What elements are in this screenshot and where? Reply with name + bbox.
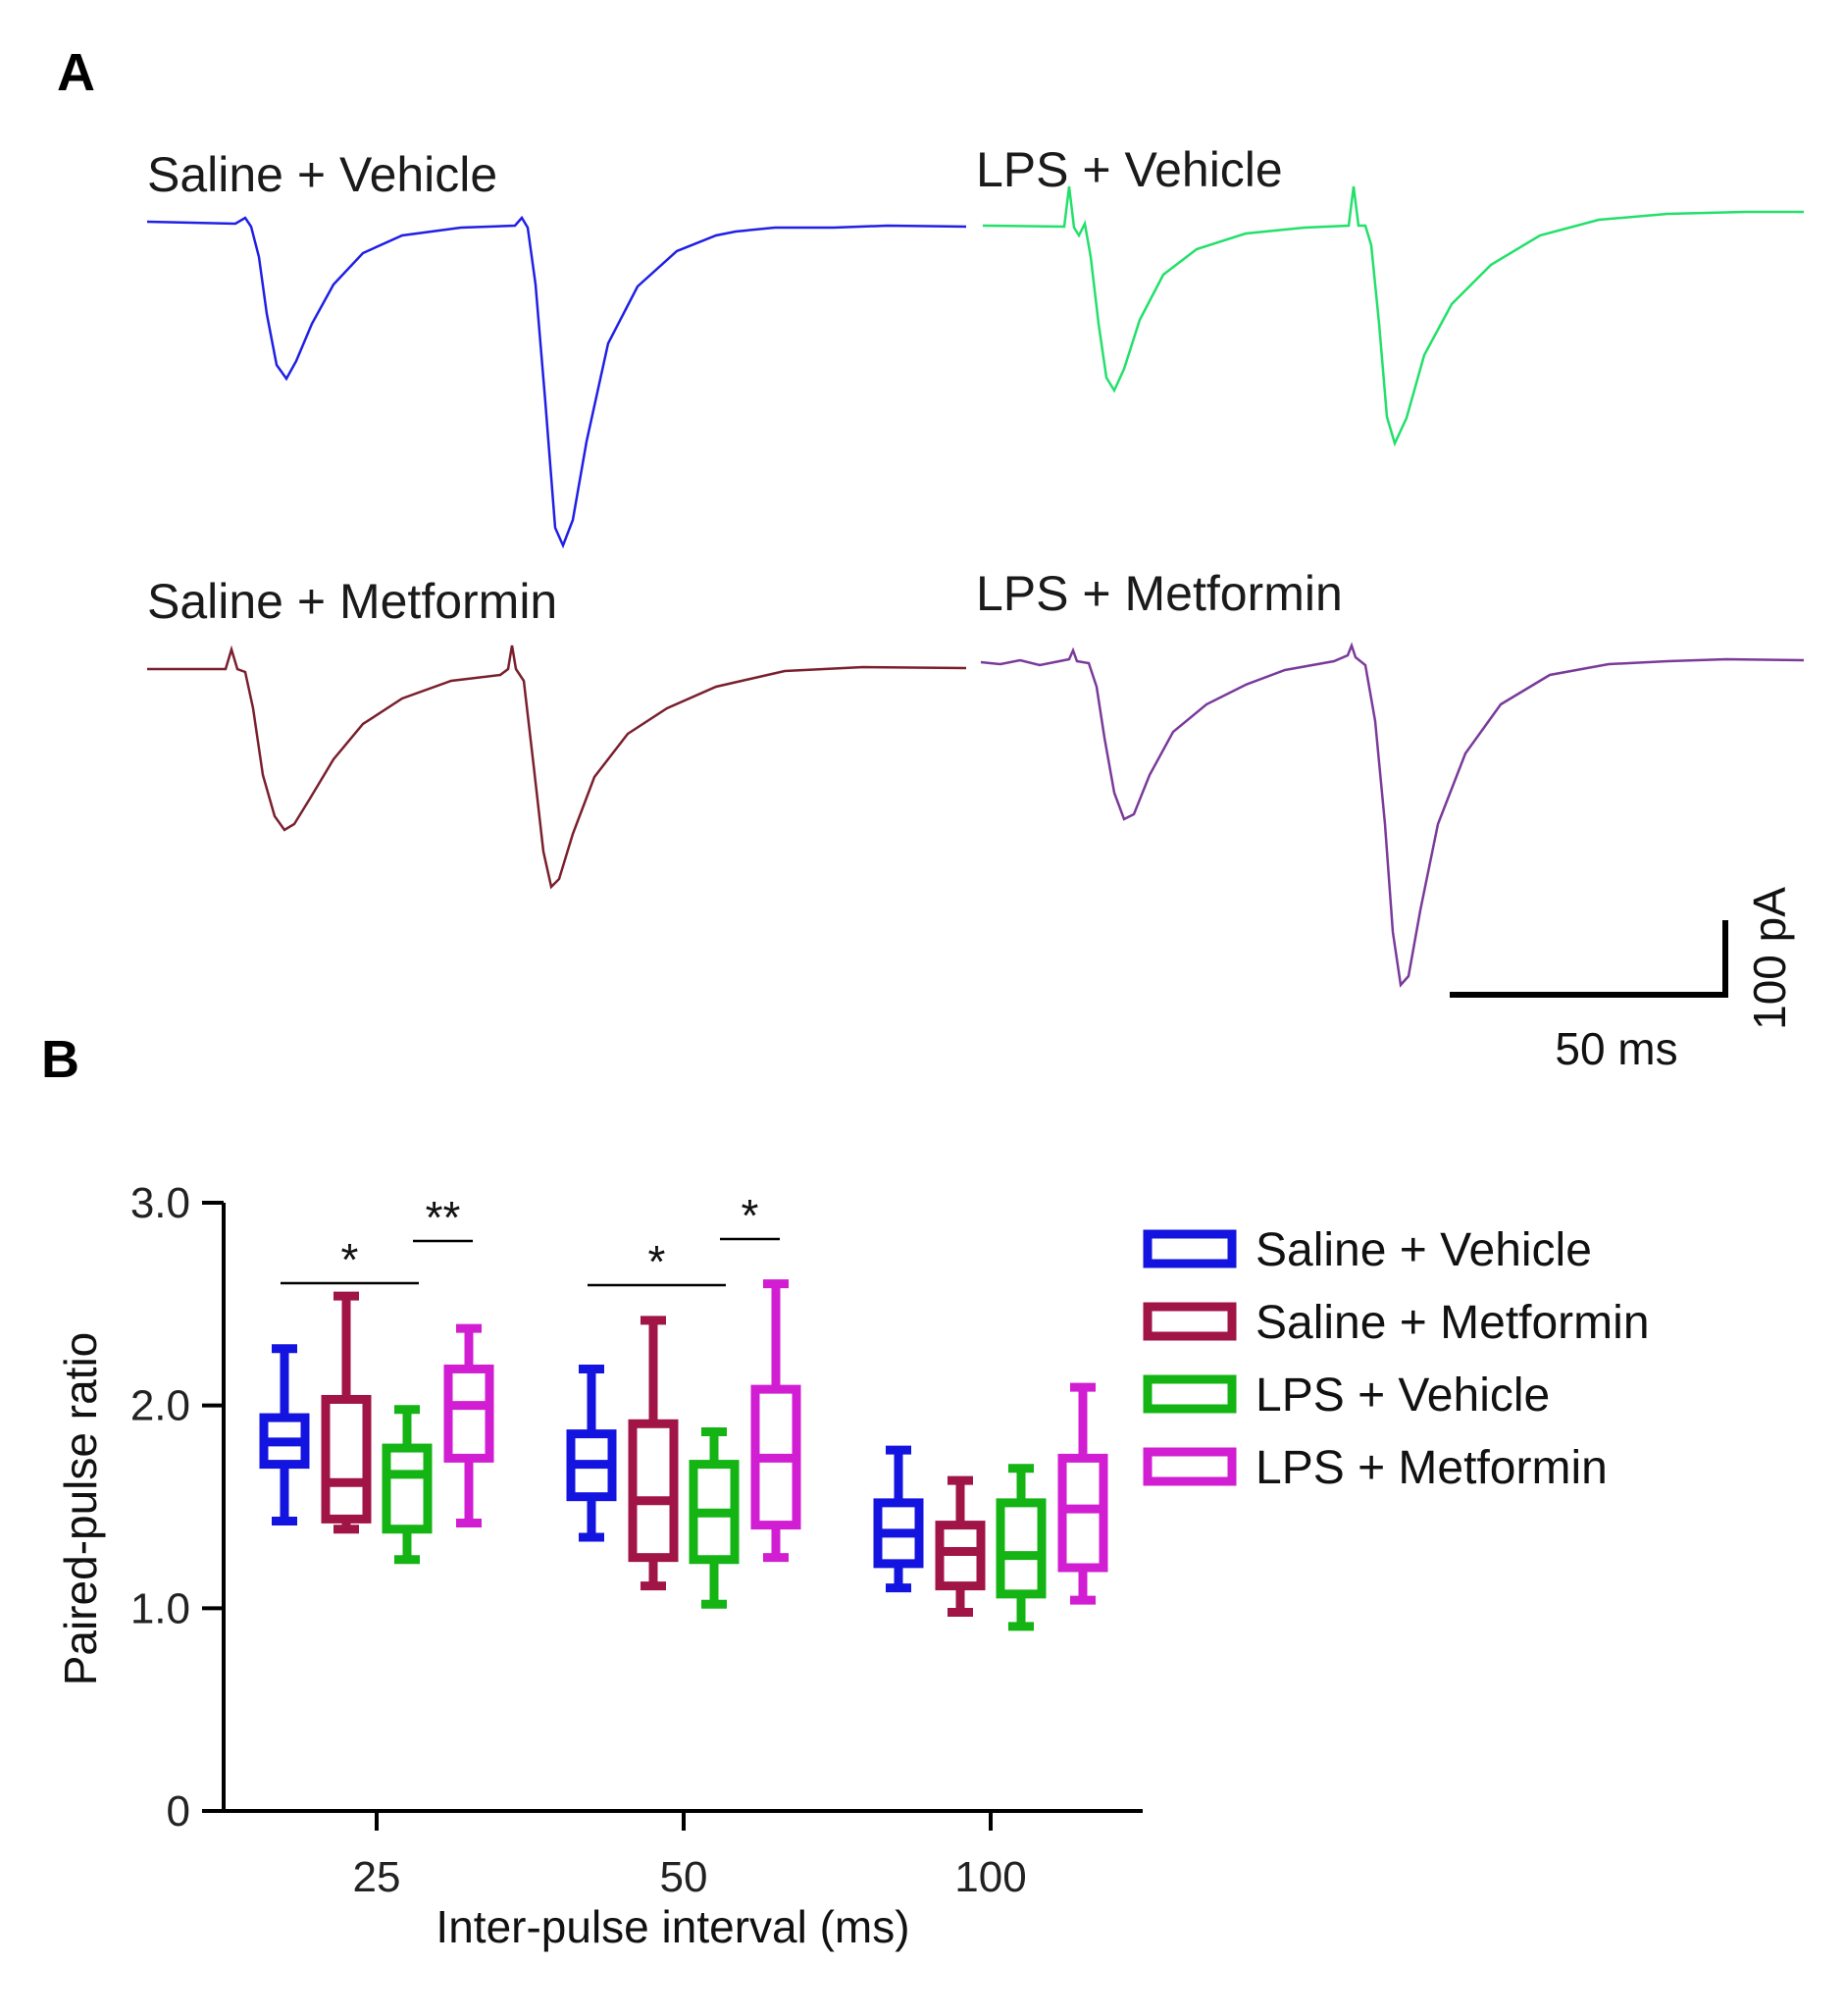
- box-2-0: [382, 1405, 433, 1565]
- legend-swatch: [1143, 1229, 1237, 1268]
- legend-label: Saline + Vehicle: [1256, 1224, 1592, 1276]
- legend-swatch: [1143, 1302, 1237, 1341]
- box-2-2: [996, 1464, 1047, 1631]
- box-body: [628, 1419, 679, 1563]
- scale-bar: 50 ms 100 pA: [1450, 887, 1795, 1074]
- box-0-0: [259, 1344, 310, 1525]
- box-body: [321, 1394, 372, 1524]
- box-body: [382, 1443, 433, 1534]
- box-3-2: [1057, 1382, 1108, 1605]
- trace-lps-metformin: [980, 642, 1805, 988]
- x-axis-title: Inter-pulse interval (ms): [436, 1901, 909, 1952]
- x-ticks: 25 50 100: [353, 1811, 1027, 1901]
- x-tick-label: 50: [660, 1853, 708, 1901]
- box-body: [443, 1364, 494, 1463]
- trace-saline-metformin: [147, 645, 967, 890]
- trace-label-lps-vehicle: LPS + Vehicle: [976, 142, 1283, 197]
- significance-label: **: [426, 1192, 461, 1243]
- legend-label: LPS + Vehicle: [1256, 1370, 1550, 1422]
- panel-b-letter: B: [41, 1030, 79, 1089]
- panel-b: B 01.02.03.0 25 50 100 ***** Inter-pulse i…: [41, 1030, 1650, 1952]
- legend-label: LPS + Metformin: [1256, 1442, 1608, 1494]
- trace-label-lps-metformin: LPS + Metformin: [976, 566, 1343, 621]
- significance-label: *: [341, 1234, 359, 1285]
- box-plots: [259, 1279, 1108, 1631]
- scale-bar-time-label: 50 ms: [1555, 1023, 1677, 1074]
- y-tick-label: 3.0: [130, 1179, 190, 1227]
- box-3-0: [443, 1323, 494, 1528]
- legend-swatch: [1143, 1447, 1237, 1486]
- significance-brackets: *****: [281, 1190, 780, 1287]
- legend-label: Saline + Metformin: [1256, 1297, 1650, 1349]
- panel-a: A Saline + Vehicle LPS + Vehicle Saline …: [57, 43, 1805, 1074]
- box-body: [996, 1498, 1047, 1599]
- legend-item: LPS + Vehicle: [1143, 1370, 1550, 1422]
- y-ticks: 0 1.0 2.0 3.0: [130, 1179, 224, 1835]
- trace-saline-vehicle: [146, 215, 967, 549]
- box-1-0: [321, 1291, 372, 1534]
- legend-item: Saline + Vehicle: [1143, 1224, 1592, 1276]
- legend-item: Saline + Metformin: [1143, 1297, 1650, 1349]
- legend-item: LPS + Metformin: [1143, 1442, 1608, 1494]
- box-1-2: [935, 1475, 986, 1617]
- box-0-2: [873, 1445, 924, 1593]
- box-0-1: [566, 1364, 617, 1542]
- panel-a-letter: A: [57, 43, 95, 102]
- y-axis-title: Paired-pulse ratio: [55, 1332, 106, 1686]
- legend: Saline + Vehicle Saline + Metformin LPS + …: [1143, 1224, 1650, 1494]
- trace-lps-vehicle: [982, 185, 1804, 447]
- y-tick-label: 2.0: [130, 1382, 190, 1430]
- y-tick-label: 1.0: [130, 1584, 190, 1632]
- box-1-1: [628, 1316, 679, 1591]
- box-3-1: [750, 1279, 801, 1563]
- x-tick-label: 25: [353, 1853, 401, 1901]
- significance-label: *: [742, 1190, 759, 1241]
- box-2-1: [689, 1427, 740, 1609]
- trace-label-saline-vehicle: Saline + Vehicle: [147, 147, 497, 202]
- trace-label-saline-metformin: Saline + Metformin: [147, 574, 557, 629]
- y-tick-label: 0: [167, 1787, 190, 1835]
- x-tick-label: 100: [954, 1853, 1026, 1901]
- legend-swatch: [1143, 1374, 1237, 1414]
- significance-label: *: [648, 1236, 666, 1287]
- scale-bar-current-label: 100 pA: [1744, 887, 1795, 1030]
